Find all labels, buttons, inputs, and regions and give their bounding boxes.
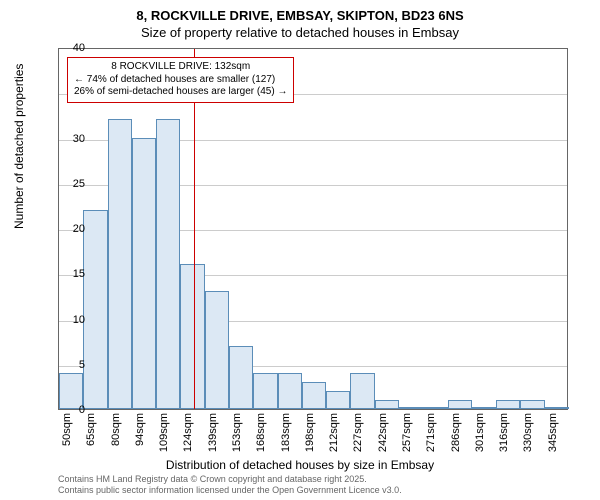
title-line1: 8, ROCKVILLE DRIVE, EMBSAY, SKIPTON, BD2… [0,0,600,23]
histogram-bar [423,407,447,409]
histogram-bar [83,210,107,409]
xtick-label: 183sqm [280,413,292,452]
ytick-label: 10 [60,314,85,326]
xtick-label: 345sqm [547,413,559,452]
ytick-label: 30 [60,133,85,145]
histogram-bar [108,119,132,409]
ytick-label: 40 [60,42,85,54]
y-axis-label: Number of detached properties [12,64,26,229]
footer-line2: Contains public sector information licen… [58,485,402,496]
histogram-bar [545,407,569,409]
footer-line1: Contains HM Land Registry data © Crown c… [58,474,402,485]
xtick-label: 50sqm [61,413,73,446]
histogram-bar [156,119,180,409]
xtick-label: 124sqm [182,413,194,452]
histogram-bar [132,138,156,410]
xtick-label: 198sqm [304,413,316,452]
xtick-label: 212sqm [328,413,340,452]
histogram-bar [399,407,423,409]
xtick-label: 139sqm [207,413,219,452]
xtick-label: 301sqm [474,413,486,452]
histogram-bar [302,382,326,409]
ytick-label: 25 [60,178,85,190]
chart-container: 8, ROCKVILLE DRIVE, EMBSAY, SKIPTON, BD2… [0,0,600,500]
ann-line1: 8 ROCKVILLE DRIVE: 132sqm [74,61,287,74]
histogram-bar [326,391,350,409]
histogram-bar [253,373,277,409]
xtick-label: 257sqm [401,413,413,452]
histogram-bar [350,373,374,409]
ytick-label: 5 [60,359,85,371]
histogram-bar [496,400,520,409]
xtick-label: 80sqm [110,413,122,446]
histogram-bar [205,291,229,409]
histogram-bar [278,373,302,409]
xtick-label: 65sqm [85,413,97,446]
ytick-label: 20 [60,223,85,235]
marker-line [194,49,195,409]
xtick-label: 286sqm [450,413,462,452]
xtick-label: 227sqm [352,413,364,452]
histogram-bar [520,400,544,409]
ann-line3: 26% of semi-detached houses are larger (… [74,86,287,99]
ytick-label: 0 [60,404,85,416]
x-axis-label: Distribution of detached houses by size … [0,458,600,472]
xtick-label: 316sqm [498,413,510,452]
xtick-label: 330sqm [522,413,534,452]
title-line2: Size of property relative to detached ho… [0,23,600,40]
xtick-label: 109sqm [158,413,170,452]
xtick-label: 242sqm [377,413,389,452]
histogram-bar [180,264,204,409]
ytick-label: 15 [60,268,85,280]
xtick-label: 271sqm [425,413,437,452]
xtick-label: 94sqm [134,413,146,446]
plot-area: 8 ROCKVILLE DRIVE: 132sqm ← 74% of detac… [58,48,568,410]
xtick-label: 168sqm [255,413,267,452]
footer-text: Contains HM Land Registry data © Crown c… [58,474,402,496]
histogram-bar [229,346,253,409]
histogram-bar [375,400,399,409]
annotation-box: 8 ROCKVILLE DRIVE: 132sqm ← 74% of detac… [67,57,294,103]
histogram-bar [448,400,472,409]
ann-line2: ← 74% of detached houses are smaller (12… [74,74,287,87]
histogram-bar [472,407,496,409]
xtick-label: 153sqm [231,413,243,452]
